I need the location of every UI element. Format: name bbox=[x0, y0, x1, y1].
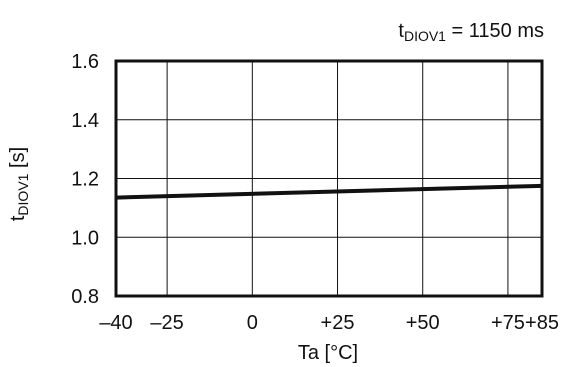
condition-label: tDIOV1 = 1150 ms bbox=[398, 20, 544, 44]
x-tick-label: +50 bbox=[406, 312, 440, 334]
y-tick-label: 1.4 bbox=[71, 110, 99, 132]
x-axis-title: Ta [°C] bbox=[298, 342, 358, 364]
y-axis-title-base: t bbox=[7, 215, 29, 221]
x-tick-label: 0 bbox=[247, 312, 258, 334]
x-tick-label: –40 bbox=[99, 312, 132, 334]
y-tick-label: 1.6 bbox=[71, 51, 99, 73]
condition-label-suffix: = 1150 ms bbox=[446, 20, 544, 42]
y-tick-label: 1.2 bbox=[71, 169, 99, 191]
x-tick-label: +25 bbox=[321, 312, 355, 334]
y-axis-title-subscript: DIOV1 bbox=[15, 173, 31, 215]
y-axis-title-suffix: [s] bbox=[7, 147, 29, 174]
y-tick-label: 1.0 bbox=[71, 227, 99, 249]
y-tick-label: 0.8 bbox=[71, 286, 99, 308]
series-layer bbox=[115, 183, 543, 200]
axis-layer: –40 –25 0 +25 +50 +75 +85 0.8 1.0 1.2 1.4 1.6 bbox=[71, 51, 559, 334]
series-line bbox=[115, 183, 543, 200]
condition-label-base: t bbox=[398, 20, 404, 42]
x-tick-label: +85 bbox=[525, 312, 559, 334]
condition-label-subscript: DIOV1 bbox=[404, 28, 446, 44]
x-tick-label: +75 bbox=[491, 312, 525, 334]
plot-frame bbox=[114, 59, 544, 298]
y-axis-title: tDIOV1 [s] bbox=[7, 147, 31, 221]
x-tick-label: –25 bbox=[150, 312, 183, 334]
